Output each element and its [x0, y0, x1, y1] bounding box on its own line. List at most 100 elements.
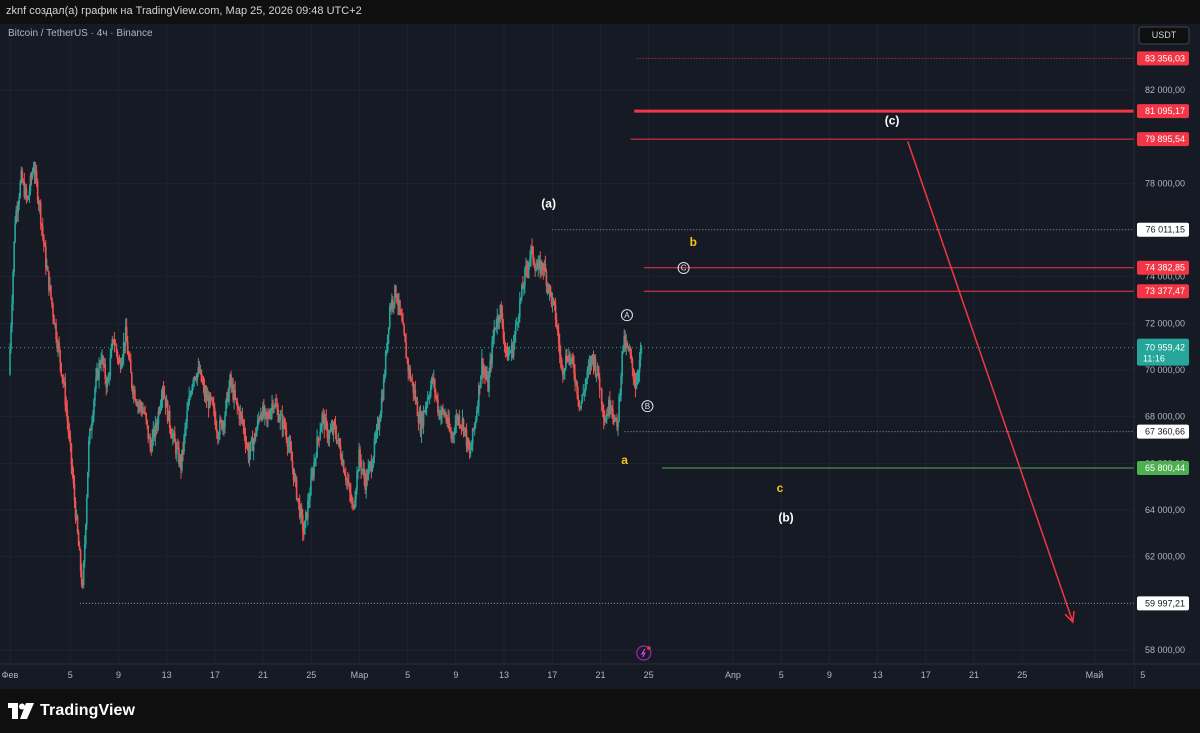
candle-body: [131, 372, 133, 389]
candle-body: [13, 241, 15, 272]
notification-dot: [647, 646, 651, 650]
candle-body: [599, 388, 602, 390]
candle-body: [450, 432, 452, 439]
candle-body: [240, 412, 243, 416]
candle-body: [134, 389, 136, 401]
candle-body: [83, 544, 86, 562]
candle-body: [98, 363, 100, 380]
lightning-bolt: [640, 648, 646, 658]
candle-body: [488, 373, 490, 392]
candle-body: [110, 347, 113, 358]
candle-body: [336, 440, 339, 443]
candle-body: [349, 484, 351, 493]
candle-body: [152, 428, 155, 437]
projection-arrow-line[interactable]: [907, 141, 1074, 623]
candle-body: [540, 262, 543, 274]
candle-body: [252, 440, 255, 452]
price-tick-label: 62 000,00: [1145, 552, 1185, 562]
candle-body: [404, 334, 406, 343]
candle-body: [555, 319, 558, 328]
candle-body: [88, 440, 90, 472]
candle-body: [439, 411, 441, 419]
candle-body: [465, 429, 468, 447]
top-caption-bar: zknf создал(а) график на TradingView.com…: [0, 0, 1200, 25]
candle-body: [312, 473, 314, 477]
candle-body: [294, 475, 297, 479]
candle-body: [636, 376, 639, 381]
candle-body: [65, 405, 68, 410]
candle-body: [69, 436, 72, 444]
candle-body: [412, 382, 415, 393]
candle-body: [379, 413, 382, 422]
candle-body: [112, 339, 115, 342]
candle-body: [553, 301, 556, 306]
candle-body: [175, 441, 177, 455]
chart-panel[interactable]: (a) b a c (b) (c) A B C USDT 82 000,00 78 000,00 74…: [0, 24, 1200, 689]
candle-body: [527, 268, 529, 270]
candle-body: [617, 421, 619, 428]
lightning-icon[interactable]: [636, 645, 652, 661]
time-tick-label: 5: [1140, 670, 1145, 680]
candle-body: [325, 418, 328, 424]
candle-body: [554, 305, 557, 320]
candle-body: [321, 413, 324, 426]
candle-body: [68, 432, 71, 437]
candle-body: [172, 433, 175, 436]
candle-body: [516, 322, 519, 324]
candle-body: [264, 409, 266, 416]
candle-body: [635, 380, 638, 389]
candle-body: [82, 561, 85, 586]
candle-body: [56, 339, 58, 348]
time-tick-label: 17: [921, 670, 931, 680]
price-level-tag-label: 59 997,21: [1145, 598, 1185, 608]
candle-body: [584, 384, 587, 393]
candle-body: [177, 447, 179, 449]
price-level-tag: [1137, 51, 1189, 66]
candle-body: [288, 443, 291, 446]
candle-body: [613, 416, 615, 422]
price-chart[interactable]: (a) b a c (b) (c) A B C USDT 82 000,00 78 000,00 74…: [0, 24, 1200, 689]
candle-body: [378, 421, 381, 428]
candle-body: [221, 420, 223, 430]
candle-body: [513, 334, 516, 343]
candle-body: [324, 418, 327, 430]
candle-body: [533, 261, 535, 266]
candle-body: [156, 424, 159, 428]
candle-body: [77, 532, 80, 547]
candle-body: [475, 410, 478, 421]
candle-body: [209, 394, 212, 400]
candle-body: [184, 428, 186, 436]
candle-body: [548, 286, 551, 292]
candle-body: [231, 385, 233, 387]
candle-body: [535, 268, 537, 271]
candle-body: [486, 375, 488, 379]
time-axis[interactable]: [0, 664, 1134, 689]
candle-body: [417, 415, 420, 423]
candle-body: [512, 342, 515, 357]
wave-label: c: [777, 481, 784, 495]
candle-body: [316, 437, 318, 458]
candle-body: [564, 367, 566, 373]
candle-body: [358, 449, 360, 472]
candle-body: [274, 403, 276, 408]
candle-body: [70, 443, 73, 465]
candle-body: [365, 473, 368, 490]
candle-body: [239, 412, 242, 420]
candle-body: [355, 489, 357, 500]
candle-body: [52, 304, 54, 317]
candle-body: [354, 499, 356, 508]
candle-body: [160, 399, 163, 405]
tradingview-logo[interactable]: TradingView: [8, 701, 135, 721]
candle-body: [120, 363, 123, 369]
candle-body: [353, 505, 355, 508]
candle-body: [395, 285, 397, 296]
candle-body: [449, 428, 451, 433]
price-tick-label: 74 000,00: [1145, 272, 1185, 282]
candle-body: [142, 411, 144, 413]
candle-body: [127, 354, 130, 358]
candle-body: [623, 335, 625, 346]
candle-body: [372, 457, 375, 466]
candle-body: [407, 359, 410, 372]
candle-body: [532, 246, 534, 262]
currency-badge[interactable]: [1138, 26, 1190, 45]
